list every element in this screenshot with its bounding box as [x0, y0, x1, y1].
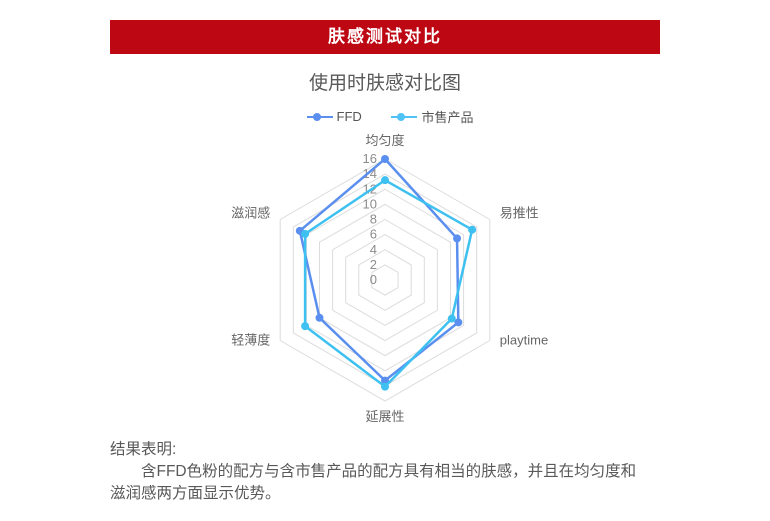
svg-text:均匀度: 均匀度 — [365, 133, 404, 148]
svg-text:4: 4 — [370, 242, 377, 257]
svg-text:6: 6 — [370, 227, 377, 242]
svg-text:0: 0 — [370, 272, 377, 287]
svg-text:16: 16 — [363, 151, 377, 166]
svg-text:延展性: 延展性 — [365, 409, 404, 424]
svg-text:2: 2 — [370, 257, 377, 272]
svg-text:易推性: 易推性 — [500, 206, 539, 221]
svg-text:滋润感: 滋润感 — [231, 206, 270, 221]
svg-text:playtime: playtime — [500, 333, 548, 348]
svg-text:轻薄度: 轻薄度 — [231, 333, 270, 348]
svg-text:10: 10 — [363, 196, 377, 211]
svg-text:8: 8 — [370, 212, 377, 227]
